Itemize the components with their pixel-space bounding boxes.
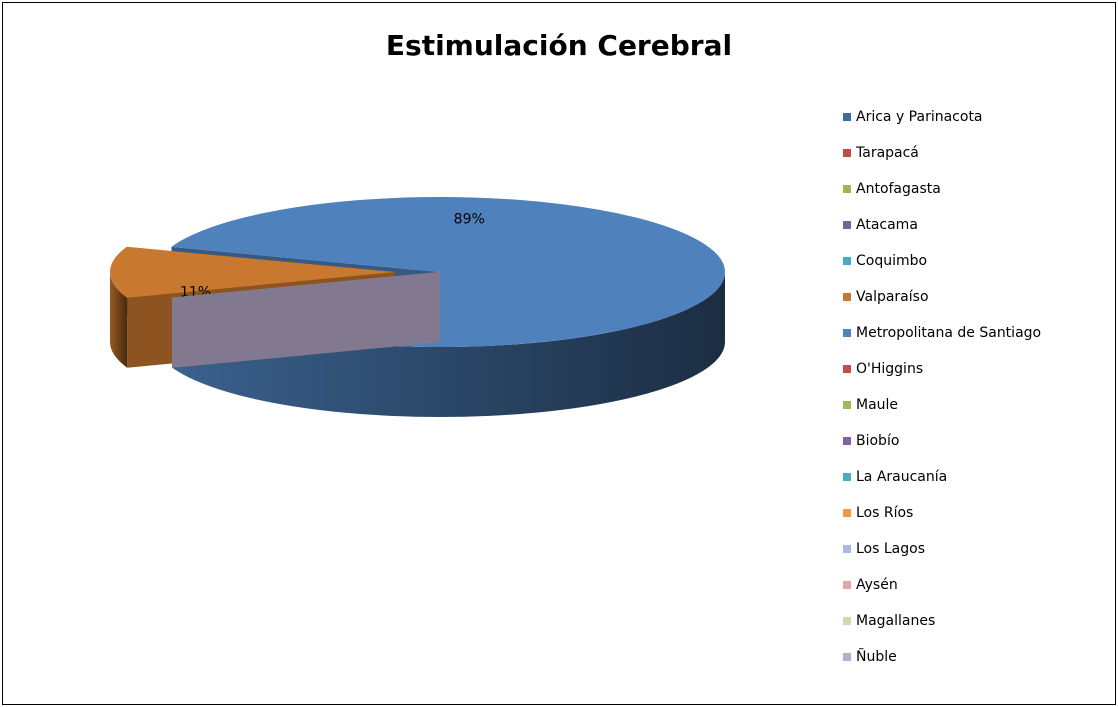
legend-swatch <box>843 149 851 157</box>
legend-label: Maule <box>856 397 898 413</box>
legend-swatch <box>843 257 851 265</box>
legend-label: La Araucanía <box>856 469 947 485</box>
legend-swatch <box>843 185 851 193</box>
legend-label: Biobío <box>856 433 899 449</box>
legend-label: Los Lagos <box>856 541 925 557</box>
chart-title: Estimulación Cerebral <box>386 29 732 62</box>
legend-label: Aysén <box>856 577 898 593</box>
legend-label: Arica y Parinacota <box>856 109 983 125</box>
slice-rim <box>110 272 128 368</box>
legend-swatch <box>843 653 851 661</box>
slice-rim <box>172 272 725 418</box>
legend-label: O'Higgins <box>856 361 923 377</box>
slice-wall <box>172 272 440 368</box>
legend-swatch <box>843 509 851 517</box>
legend-label: Atacama <box>856 217 918 233</box>
legend-swatch <box>843 365 851 373</box>
legend-swatch <box>843 617 851 625</box>
legend-label: Los Ríos <box>856 505 913 521</box>
slice <box>110 246 396 298</box>
legend-swatch <box>843 473 851 481</box>
legend-swatch <box>843 329 851 337</box>
legend-swatch <box>843 581 851 589</box>
legend-label: Magallanes <box>856 613 935 629</box>
legend-swatch <box>843 293 851 301</box>
legend-swatch <box>843 401 851 409</box>
legend-label: Coquimbo <box>856 253 927 269</box>
legend-swatch <box>843 113 851 121</box>
legend-label: Tarapacá <box>855 145 919 161</box>
legend-swatch <box>843 545 851 553</box>
legend-label: Ñuble <box>856 648 897 665</box>
legend-label: Antofagasta <box>856 181 941 197</box>
legend-label: Metropolitana de Santiago <box>856 325 1041 341</box>
legend-label: Valparaíso <box>856 289 929 305</box>
data-label: 89% <box>454 212 485 228</box>
legend-swatch <box>843 221 851 229</box>
legend-swatch <box>843 437 851 445</box>
